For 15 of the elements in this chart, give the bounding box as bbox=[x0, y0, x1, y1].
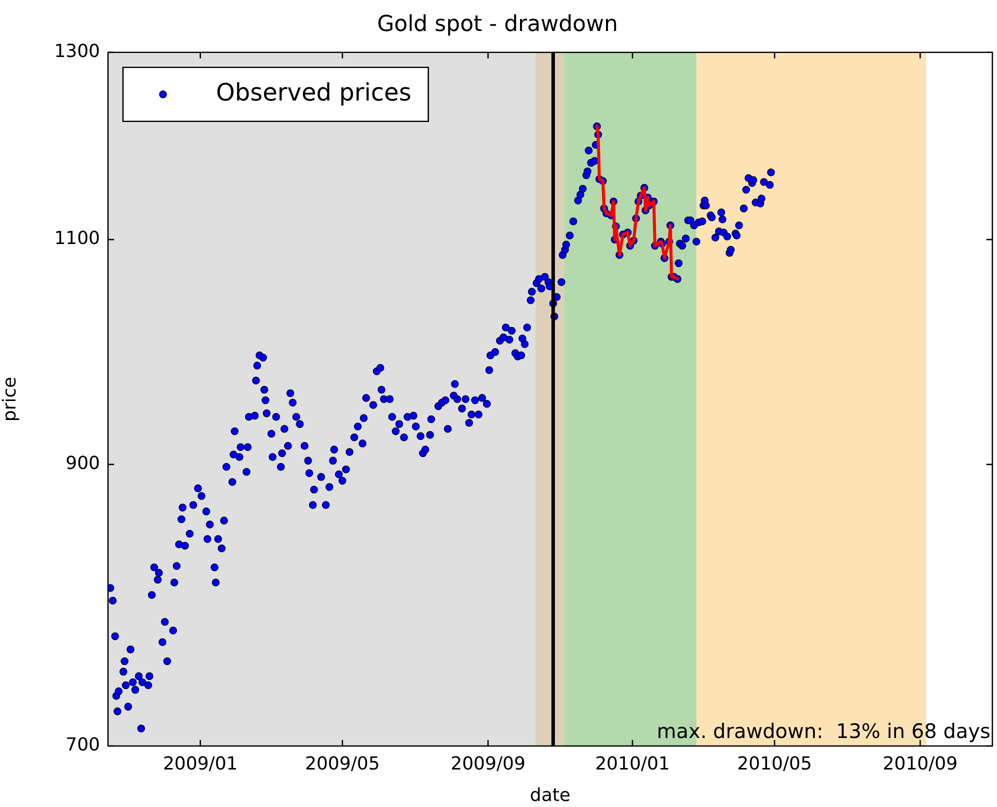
x-tick-label: 2010/05 bbox=[737, 753, 812, 774]
y-tick-label: 1300 bbox=[54, 41, 100, 62]
y-axis-title: price bbox=[0, 376, 20, 422]
legend-label: Observed prices bbox=[216, 78, 412, 107]
x-tick-label: 2010/09 bbox=[882, 753, 958, 774]
y-tick-label: 900 bbox=[66, 453, 100, 474]
y-tick-label: 1100 bbox=[54, 228, 100, 250]
x-tick-label: 2009/09 bbox=[450, 753, 526, 774]
annotation: max. drawdown: 13% in 68 days bbox=[656, 719, 990, 743]
x-tick-label: 2010/01 bbox=[595, 753, 670, 774]
x-tick-label: 2009/01 bbox=[162, 753, 238, 774]
chart-title: Gold spot - drawdown bbox=[377, 12, 618, 37]
y-tick-label: 700 bbox=[66, 734, 100, 756]
x-axis-title: date bbox=[530, 784, 570, 806]
x-tick-label: 2009/05 bbox=[305, 753, 380, 774]
